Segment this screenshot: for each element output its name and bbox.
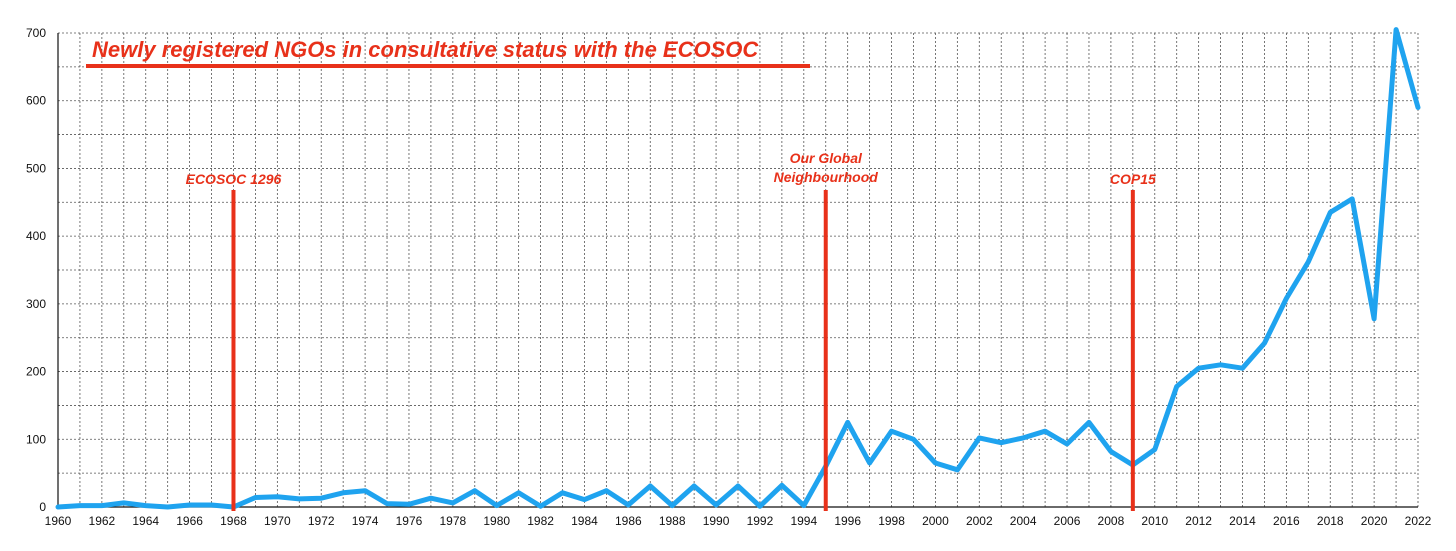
annotation-label-neighbourhood: Neighbourhood	[774, 169, 879, 185]
y-tick-label: 400	[26, 229, 46, 243]
x-tick-label: 2006	[1054, 514, 1081, 528]
x-tick-label: 1970	[264, 514, 291, 528]
grid	[57, 32, 1419, 508]
x-tick-label: 1994	[790, 514, 817, 528]
x-tick-label: 2016	[1273, 514, 1300, 528]
x-tick-label: 1968	[220, 514, 247, 528]
x-tick-label: 1984	[571, 514, 598, 528]
x-tick-label: 2000	[922, 514, 949, 528]
x-tick-label: 1962	[89, 514, 116, 528]
y-tick-label: 200	[26, 365, 46, 379]
x-tick-label: 2010	[1141, 514, 1168, 528]
x-tick-label: 1982	[527, 514, 554, 528]
x-tick-label: 1990	[703, 514, 730, 528]
y-tick-label: 600	[26, 94, 46, 108]
x-tick-label: 1980	[483, 514, 510, 528]
chart-title: Newly registered NGOs in consultative st…	[92, 37, 759, 62]
x-axis-ticks: 1960 1962 1964 1966 1968 1970 1972 1974 1976 1978…	[45, 514, 1432, 528]
annotation-label-our-global: Our Global	[790, 150, 863, 166]
x-tick-label: 1998	[878, 514, 905, 528]
y-tick-label: 700	[26, 26, 46, 40]
x-tick-label: 1976	[396, 514, 423, 528]
x-tick-label: 1986	[615, 514, 642, 528]
annotation-label-ecosoc-1296: ECOSOC 1296	[186, 171, 282, 187]
y-tick-label: 500	[26, 161, 46, 175]
x-tick-label: 1960	[45, 514, 72, 528]
x-tick-label: 1966	[176, 514, 203, 528]
x-tick-label: 1978	[439, 514, 466, 528]
y-tick-label: 300	[26, 297, 46, 311]
y-tick-label: 0	[39, 500, 46, 514]
x-tick-label: 2020	[1361, 514, 1388, 528]
x-tick-label: 1972	[308, 514, 335, 528]
x-tick-label: 1974	[352, 514, 379, 528]
series-line-ngos	[55, 27, 1421, 510]
x-tick-label: 2018	[1317, 514, 1344, 528]
x-tick-label: 1996	[834, 514, 861, 528]
y-tick-label: 100	[26, 432, 46, 446]
x-tick-label: 2014	[1229, 514, 1256, 528]
x-tick-label: 1992	[747, 514, 774, 528]
x-tick-label: 2008	[1098, 514, 1125, 528]
x-tick-label: 2002	[966, 514, 993, 528]
x-tick-label: 1988	[659, 514, 686, 528]
x-tick-label: 1964	[132, 514, 159, 528]
annotation-label-cop15: COP15	[1110, 171, 1156, 187]
x-tick-label: 2022	[1405, 514, 1432, 528]
x-tick-label: 2012	[1185, 514, 1212, 528]
y-axis-ticks: 0 100 200 300 400 500 600 700	[26, 26, 46, 514]
x-tick-label: 2004	[1010, 514, 1037, 528]
